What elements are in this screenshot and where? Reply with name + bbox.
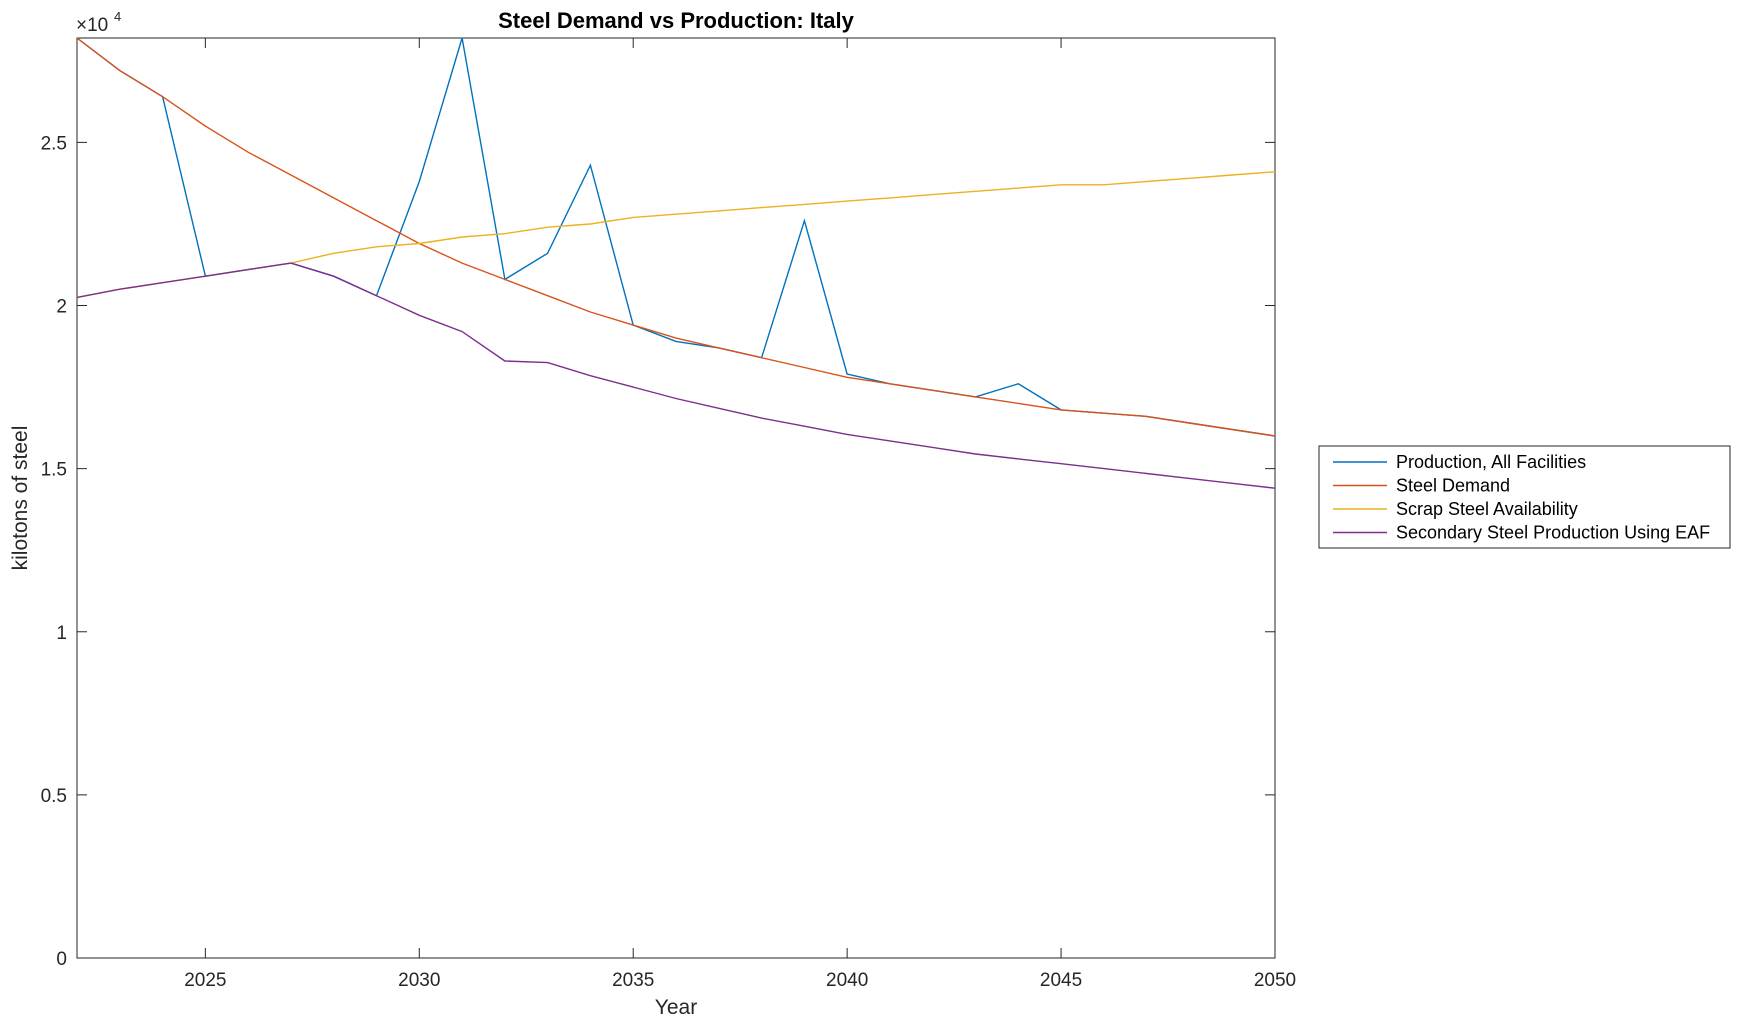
x-tick-label: 2040 (826, 970, 868, 991)
series-layer (76, 37, 1276, 489)
y-tick-label: 2.5 (41, 133, 67, 154)
series-line-2 (76, 37, 1276, 437)
series-line-4 (76, 262, 1276, 489)
plot-area (76, 37, 1276, 959)
legend-label-4: Secondary Steel Production Using EAF (1396, 523, 1710, 543)
y-exponent-label: ×10 4 (76, 9, 121, 36)
legend-box (1318, 445, 1731, 549)
x-axis-label: Year (655, 996, 697, 1019)
y-exponent-base: ×10 (76, 15, 108, 36)
axis-ticks: 2025 2030 2035 2040 2045 2050 0 0.5 1 1.5 2 2.5 (41, 38, 1296, 991)
y-tick-label: 0.5 (41, 786, 67, 807)
y-tick-label: 1.5 (41, 460, 67, 481)
x-tick-label: 2030 (398, 970, 440, 991)
y-tick-label: 0 (56, 949, 67, 970)
y-tick-label: 2 (56, 297, 67, 318)
y-tick-label: 1 (56, 623, 67, 644)
x-tick-label: 2045 (1040, 970, 1082, 991)
chart-title: Steel Demand vs Production: Italy (498, 8, 855, 33)
legend-label-3: Scrap Steel Availability (1396, 499, 1578, 519)
y-exponent-power: 4 (114, 9, 121, 24)
legend-label-1: Production, All Facilities (1396, 452, 1586, 472)
legend-label-2: Steel Demand (1396, 476, 1510, 496)
x-tick-label: 2035 (612, 970, 654, 991)
x-tick-label: 2025 (184, 970, 226, 991)
y-axis-label: kilotons of steel (9, 426, 32, 571)
legend: Production, All Facilities Steel Demand Sc… (1318, 445, 1731, 549)
x-tick-label: 2050 (1254, 970, 1296, 991)
